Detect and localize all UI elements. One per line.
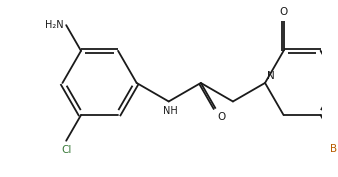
Text: N: N xyxy=(267,71,275,81)
Text: O: O xyxy=(280,7,288,18)
Text: Br: Br xyxy=(331,144,338,154)
Text: Cl: Cl xyxy=(61,145,71,155)
Text: H₂N: H₂N xyxy=(45,20,63,30)
Text: O: O xyxy=(218,112,226,122)
Text: NH: NH xyxy=(163,106,178,116)
